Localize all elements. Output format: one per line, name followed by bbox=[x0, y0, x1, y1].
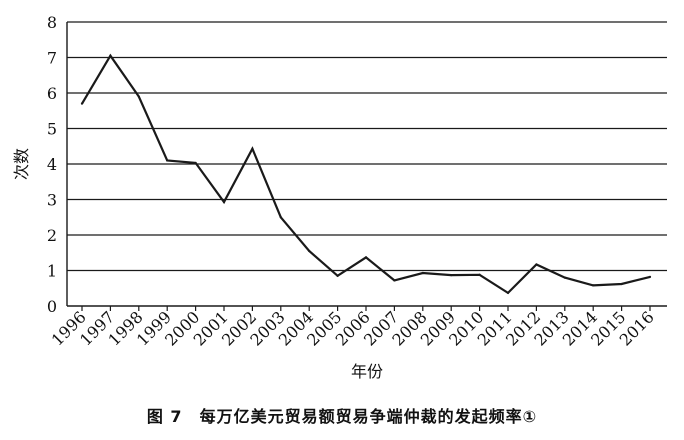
y-tick-label: 2 bbox=[47, 226, 57, 245]
data-point bbox=[279, 216, 282, 219]
y-axis-ticks: 0 1 2 3 4 5 6 7 8 bbox=[47, 13, 57, 316]
y-tick-label: 3 bbox=[47, 191, 57, 210]
data-point bbox=[478, 273, 481, 276]
data-point bbox=[648, 275, 652, 278]
x-axis-title: 年份 bbox=[351, 362, 383, 381]
data-point bbox=[222, 200, 226, 204]
y-tick-label: 6 bbox=[47, 84, 57, 103]
y-tick-label: 4 bbox=[47, 155, 57, 174]
data-point bbox=[421, 271, 424, 275]
figure-caption: 图 7 每万亿美元贸易额贸易争端仲裁的发起频率① bbox=[146, 407, 538, 426]
data-point bbox=[393, 279, 396, 282]
y-tick-label: 1 bbox=[47, 262, 57, 281]
series-group bbox=[80, 53, 652, 295]
y-tick-label: 7 bbox=[47, 49, 57, 68]
data-point bbox=[194, 161, 197, 165]
y-axis-title: 次数 bbox=[12, 148, 31, 180]
y-tick-label: 5 bbox=[47, 120, 57, 139]
data-point bbox=[308, 249, 311, 253]
grid-lines bbox=[67, 21, 667, 272]
x-axis-ticks: 1996199719981999200020012002200320042005… bbox=[48, 306, 658, 350]
data-point bbox=[109, 54, 112, 57]
data-point bbox=[251, 147, 254, 150]
data-point bbox=[137, 95, 140, 98]
data-point bbox=[535, 263, 538, 266]
data-point bbox=[364, 256, 368, 259]
data-point bbox=[336, 274, 339, 277]
data-point bbox=[506, 291, 510, 294]
data-point bbox=[620, 282, 623, 286]
y-tick-label: 8 bbox=[47, 13, 57, 32]
y-tick-label: 0 bbox=[47, 297, 57, 316]
data-point bbox=[166, 159, 169, 162]
data-point bbox=[592, 284, 595, 287]
data-point bbox=[563, 276, 566, 279]
data-point bbox=[450, 274, 453, 277]
data-point bbox=[80, 102, 84, 105]
